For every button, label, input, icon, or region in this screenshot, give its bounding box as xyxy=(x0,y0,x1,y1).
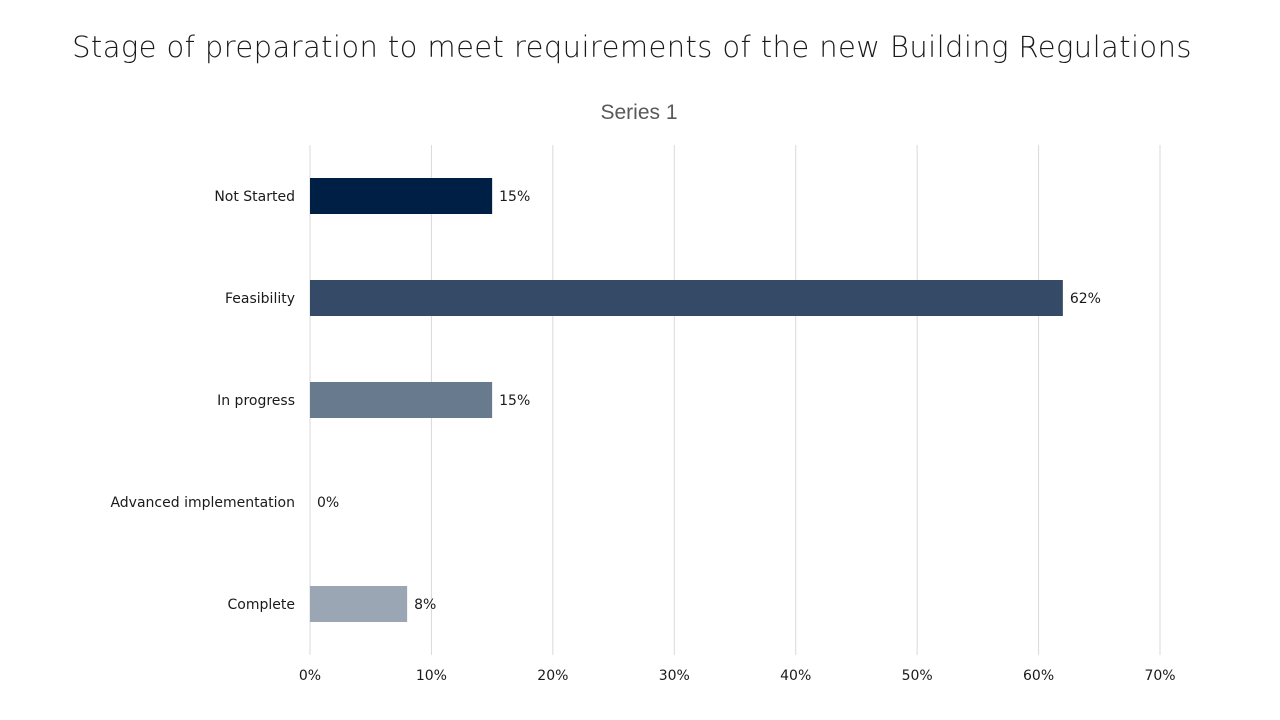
x-tick-label: 50% xyxy=(902,668,933,684)
category-label: Advanced implementation xyxy=(110,495,295,511)
bar-complete xyxy=(310,586,408,622)
axis-tick-labels: 0% 10% 20% 30% 40% 50% 60% 70% xyxy=(299,668,1176,684)
data-labels: 15% 62% 15% 0% 8% xyxy=(317,189,1101,613)
data-label: 0% xyxy=(317,495,339,511)
data-label: 62% xyxy=(1070,291,1101,307)
category-labels: Not Started Feasibility In progress Advance… xyxy=(110,189,295,613)
category-label: In progress xyxy=(217,393,295,409)
bar-feasibility xyxy=(310,280,1063,316)
data-label: 15% xyxy=(499,189,530,205)
x-tick-label: 30% xyxy=(659,668,690,684)
x-tick-label: 0% xyxy=(299,668,321,684)
x-tick-label: 60% xyxy=(1023,668,1054,684)
category-label: Feasibility xyxy=(225,291,295,307)
x-tick-label: 20% xyxy=(537,668,568,684)
x-tick-label: 10% xyxy=(416,668,447,684)
category-label: Not Started xyxy=(214,189,295,205)
x-tick-label: 40% xyxy=(780,668,811,684)
bar-not-started xyxy=(310,178,493,214)
slide-title: Stage of preparation to meet requirement… xyxy=(72,30,1192,64)
category-label: Complete xyxy=(228,597,295,613)
data-label: 15% xyxy=(499,393,530,409)
data-label: 8% xyxy=(414,597,436,613)
bar-in-progress xyxy=(310,382,493,418)
chart-title: Series 1 xyxy=(600,101,678,124)
x-tick-label: 70% xyxy=(1144,668,1175,684)
bars xyxy=(310,178,1063,622)
